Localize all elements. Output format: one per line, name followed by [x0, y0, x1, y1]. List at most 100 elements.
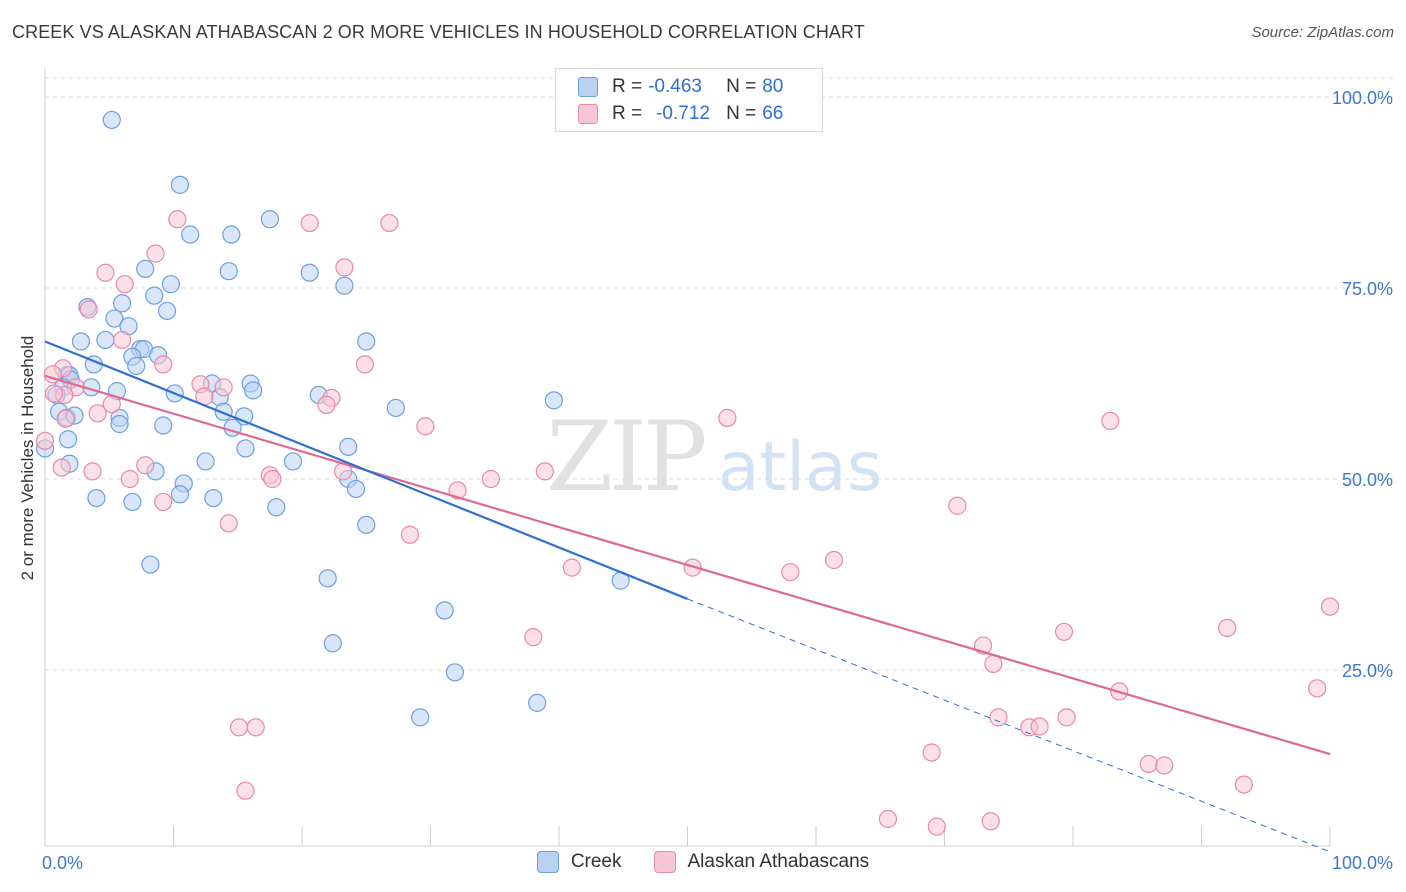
creek-r-label: R = [612, 76, 643, 97]
point-points-creek-64 [267, 498, 286, 517]
point-points-creek-32 [244, 381, 263, 400]
point-points-alaskan-20 [317, 395, 336, 414]
creek-legend-label: Creek [570, 851, 622, 872]
point-points-alaskan-1 [300, 213, 319, 233]
legend-item-creek: Creek [536, 851, 622, 873]
point-points-alaskan-54 [989, 708, 1008, 727]
tick-labels: 25.0% 50.0% 75.0% 100.0% 0.0% 100.0% [42, 88, 1393, 873]
y-tick-label-25: 25.0% [1342, 661, 1393, 681]
point-points-creek-8 [161, 275, 181, 294]
point-points-creek-18 [96, 330, 115, 350]
point-points-creek-49 [59, 430, 78, 449]
point-points-alaskan-56 [1030, 717, 1049, 736]
point-points-creek-6 [300, 263, 319, 282]
point-points-alaskan-37 [448, 481, 467, 500]
point-points-creek-65 [357, 515, 376, 534]
point-points-creek-63 [123, 492, 142, 512]
point-points-alaskan-8 [112, 330, 132, 350]
point-points-alaskan-34 [481, 469, 500, 489]
point-points-alaskan-46 [1054, 622, 1074, 641]
point-points-creek-54 [196, 452, 215, 471]
point-points-alaskan-9 [154, 355, 173, 374]
point-points-alaskan-5 [96, 263, 115, 282]
point-points-alaskan-4 [335, 258, 354, 277]
alaskan-legend-label: Alaskan Athabascans [687, 851, 870, 872]
point-points-alaskan-42 [562, 558, 581, 577]
point-points-creek-0 [102, 110, 121, 130]
point-points-alaskan-26 [416, 417, 435, 436]
alaskan-r-value: -0.712 [656, 103, 710, 124]
point-points-alaskan-43 [683, 558, 702, 577]
point-points-creek-69 [435, 601, 454, 620]
creek-swatch [578, 77, 598, 97]
point-points-alaskan-58 [229, 718, 249, 737]
point-points-creek-50 [339, 437, 358, 457]
point-points-creek-62 [204, 489, 223, 508]
point-points-alaskan-66 [927, 817, 946, 836]
point-points-alaskan-53 [1308, 679, 1327, 698]
y-tick-label-100: 100.0% [1332, 88, 1393, 108]
point-points-creek-4 [222, 225, 241, 244]
point-points-creek-38 [544, 391, 563, 410]
grid-lines [45, 77, 1393, 671]
point-points-alaskan-7 [79, 300, 98, 319]
point-points-alaskan-62 [1155, 756, 1174, 775]
point-points-alaskan-10 [355, 355, 375, 374]
creek-n-value: 80 [762, 76, 784, 97]
trend-creek-dashed [687, 598, 1331, 853]
point-points-alaskan-0 [168, 210, 187, 229]
watermark: ZIP atlas [546, 401, 882, 513]
point-points-alaskan-39 [948, 496, 967, 515]
chart-title: CREEK VS ALASKAN ATHABASCAN 2 OR MORE VE… [12, 22, 865, 42]
point-points-alaskan-45 [824, 550, 844, 570]
point-points-creek-3 [181, 225, 200, 244]
legend-row-alaskan: R = -0.712 N = 66 [578, 102, 783, 126]
point-points-creek-10 [145, 286, 164, 305]
point-points-alaskan-17 [44, 384, 64, 403]
point-points-alaskan-28 [52, 458, 71, 477]
point-points-creek-60 [170, 485, 190, 504]
point-points-alaskan-22 [88, 404, 107, 423]
source-label: Source: ZipAtlas.com [1251, 24, 1394, 41]
point-points-alaskan-15 [214, 378, 233, 397]
point-points-alaskan-67 [981, 812, 1000, 831]
point-points-creek-47 [110, 414, 129, 434]
point-points-creek-67 [318, 569, 337, 588]
legend-row-creek: R = -0.463 N = 80 [578, 75, 783, 99]
stats-legend: R = -0.463 N = 80 R = -0.712 N = 66 [555, 68, 823, 132]
alaskan-legend-swatch [653, 851, 676, 873]
alaskan-points [35, 210, 1340, 836]
creek-n-label: N = [726, 76, 757, 97]
point-points-creek-73 [528, 693, 547, 712]
point-points-creek-5 [219, 262, 238, 281]
series-legend: Creek Alaskan Athabascans [0, 851, 1406, 873]
point-points-creek-51 [236, 439, 255, 458]
point-points-creek-11 [112, 294, 132, 313]
point-points-alaskan-29 [83, 462, 102, 481]
watermark-zip: ZIP [546, 401, 705, 513]
point-points-alaskan-2 [380, 213, 399, 233]
point-points-creek-39 [386, 398, 405, 418]
creek-legend-swatch [536, 851, 559, 873]
point-points-creek-55 [283, 452, 303, 471]
point-points-alaskan-44 [781, 563, 800, 582]
point-points-creek-9 [335, 276, 354, 295]
point-points-creek-40 [214, 402, 233, 421]
legend-item-alaskan: Alaskan Athabascans [653, 851, 870, 873]
trend-alaskan [44, 374, 1331, 756]
point-points-creek-2 [260, 210, 279, 229]
point-points-alaskan-3 [146, 244, 165, 263]
point-points-alaskan-36 [263, 469, 282, 489]
point-points-alaskan-47 [1218, 618, 1237, 638]
point-points-alaskan-65 [878, 809, 898, 829]
watermark-atlas: atlas [718, 428, 882, 507]
x-tick-label-max: 100.0% [1332, 853, 1393, 873]
point-points-creek-1 [170, 175, 190, 194]
alaskan-swatch [578, 104, 598, 124]
trend-lines [44, 340, 1331, 853]
point-points-creek-72 [411, 708, 430, 727]
point-points-creek-61 [87, 489, 106, 508]
creek-r-value: -0.463 [648, 76, 702, 97]
point-points-alaskan-23 [56, 409, 75, 428]
